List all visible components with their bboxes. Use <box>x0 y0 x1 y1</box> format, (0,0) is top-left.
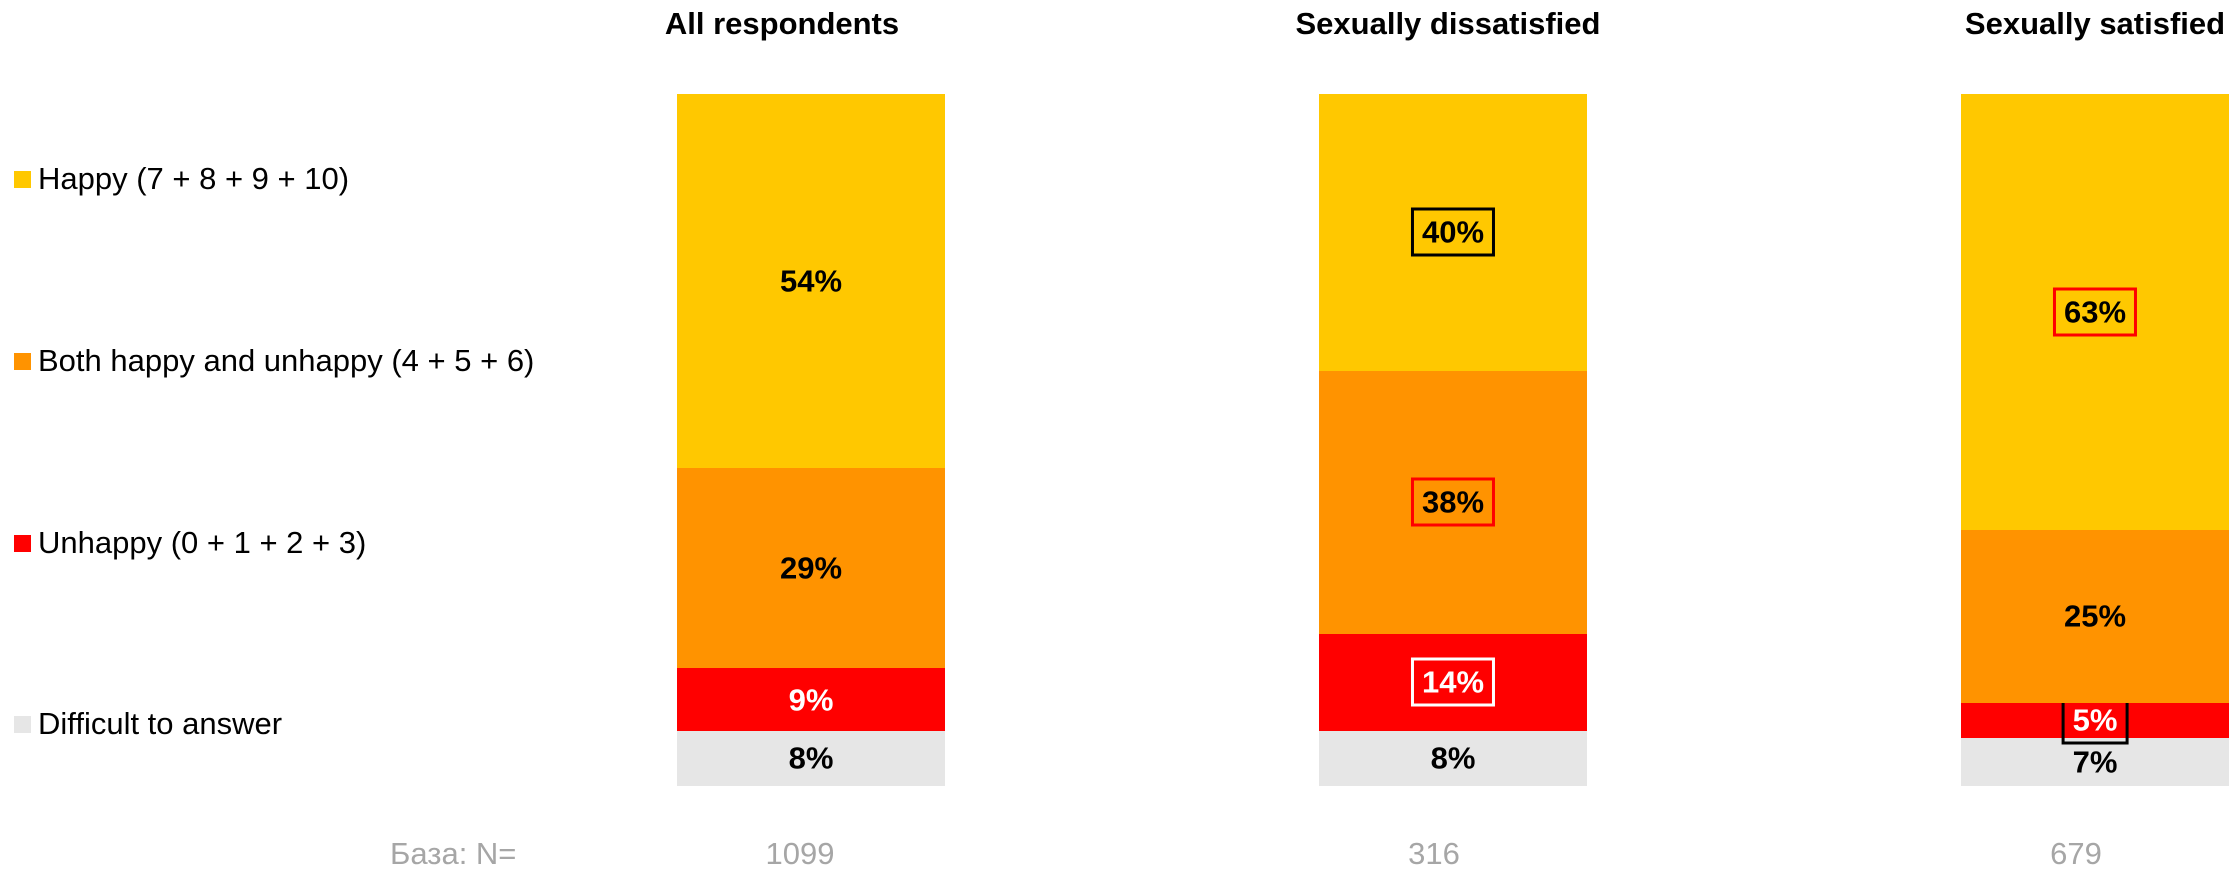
legend-swatch-both <box>14 352 31 370</box>
group-title-all-respondents: All respondents <box>664 6 900 41</box>
group-title-sexually-dissatisfied: Sexually dissatisfied <box>1295 6 1601 41</box>
data-label-sexually-satisfied-happy: 63% <box>2052 287 2138 337</box>
legend-label-unhappy: Unhappy (0 + 1 + 2 + 3) <box>38 525 367 560</box>
legend-swatch-difficult <box>14 715 31 733</box>
data-label-sexually-dissatisfied-difficult-to-answer: 8% <box>1430 740 1476 776</box>
legend-swatch-unhappy <box>14 534 31 552</box>
bar-segment-sexually-dissatisfied-happy <box>1319 94 1587 371</box>
bar-segment-sexually-satisfied-unhappy <box>1961 702 2229 738</box>
group-title-sexually-satisfied: Sexually satisfied <box>1964 6 2226 41</box>
bar-segment-all-respondents-difficult-to-answer <box>677 730 945 786</box>
bar-segment-all-respondents-both-happy-and-unhappy <box>677 467 945 669</box>
bar-segment-sexually-satisfied-both-happy-and-unhappy <box>1961 529 2229 703</box>
bar-segment-sexually-satisfied-happy <box>1961 94 2229 530</box>
data-label-sexually-dissatisfied-both-happy-and-unhappy: 38% <box>1410 477 1496 527</box>
base-value-all-respondents: 1099 <box>765 836 835 871</box>
legend-label-both: Both happy and unhappy (4 + 5 + 6) <box>38 343 535 378</box>
data-label-sexually-satisfied-difficult-to-answer: 7% <box>2072 744 2118 780</box>
legend-item-unhappy: Unhappy (0 + 1 + 2 + 3) <box>14 523 366 563</box>
bar-segment-all-respondents-happy <box>677 94 945 468</box>
bar-segment-all-respondents-unhappy <box>677 668 945 731</box>
legend-swatch-happy <box>14 170 31 188</box>
data-label-sexually-dissatisfied-happy: 40% <box>1410 207 1496 257</box>
data-label-sexually-satisfied-both-happy-and-unhappy: 25% <box>2063 598 2127 634</box>
bar-segment-sexually-satisfied-difficult-to-answer <box>1961 737 2229 786</box>
data-label-all-respondents-unhappy: 9% <box>788 682 834 717</box>
legend-item-both: Both happy and unhappy (4 + 5 + 6) <box>14 341 534 381</box>
data-label-sexually-satisfied-unhappy: 5% <box>2061 695 2129 745</box>
bar-segment-sexually-dissatisfied-unhappy <box>1319 633 1587 731</box>
data-label-all-respondents-difficult-to-answer: 8% <box>788 740 834 776</box>
legend-label-happy: Happy (7 + 8 + 9 + 10) <box>38 161 350 196</box>
base-value-sexually-dissatisfied: 316 <box>1408 836 1460 871</box>
base-label: База: N= <box>390 836 517 871</box>
data-label-all-respondents-happy: 54% <box>779 263 843 299</box>
bar-segment-sexually-dissatisfied-difficult-to-answer <box>1319 730 1587 786</box>
legend-label-difficult: Difficult to answer <box>38 706 283 741</box>
base-value-sexually-satisfied: 679 <box>2050 836 2102 871</box>
data-label-all-respondents-both-happy-and-unhappy: 29% <box>779 550 843 586</box>
bar-segment-sexually-dissatisfied-both-happy-and-unhappy <box>1319 370 1587 634</box>
data-label-sexually-dissatisfied-unhappy: 14% <box>1410 657 1496 707</box>
legend-item-happy: Happy (7 + 8 + 9 + 10) <box>14 159 349 199</box>
legend-item-difficult: Difficult to answer <box>14 704 282 744</box>
